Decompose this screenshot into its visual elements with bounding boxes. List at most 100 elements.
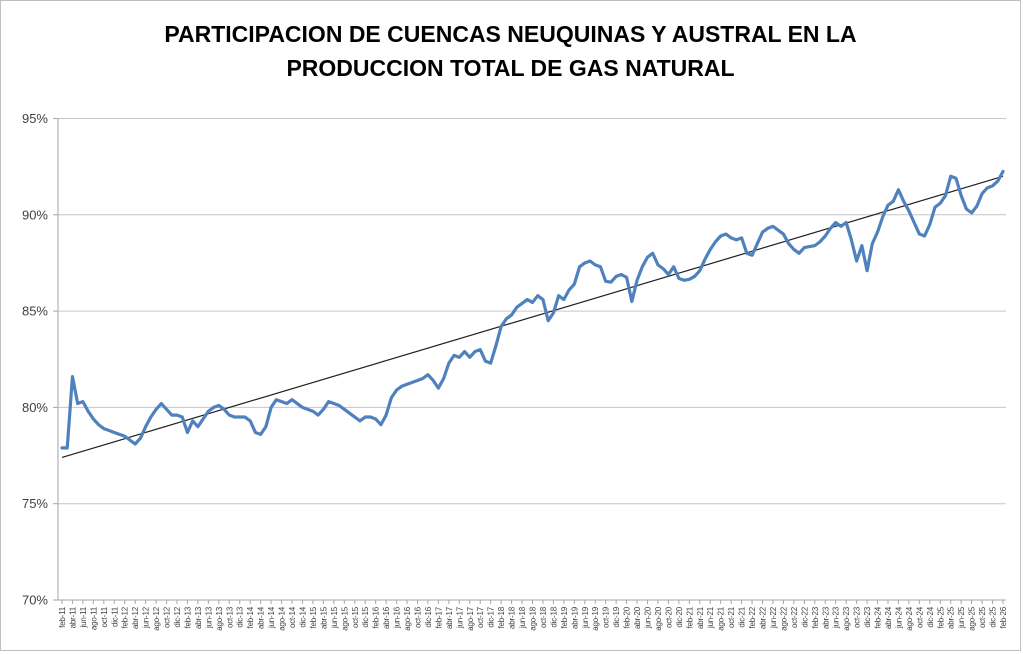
x-tick-label: ago-16 [403, 606, 412, 630]
x-tick-label: abr-24 [884, 606, 893, 629]
y-tick-label: 75% [22, 496, 48, 511]
x-tick-label: abr-16 [382, 606, 391, 629]
x-tick-label: oct-24 [915, 606, 924, 628]
x-tick-label: ago-24 [905, 606, 914, 630]
x-tick-label: dic-18 [549, 606, 558, 627]
x-tick-label: jun-25 [957, 606, 966, 629]
x-tick-label: dic-19 [612, 606, 621, 627]
x-tick-label: abr-23 [821, 606, 830, 629]
y-tick-label: 70% [22, 593, 48, 608]
x-tick-label: oct-25 [978, 606, 987, 628]
x-tick-label: oct-14 [288, 606, 297, 628]
x-tick-label: abr-14 [257, 606, 266, 629]
x-tick-label: abr-13 [194, 606, 203, 629]
x-tick-label: dic-21 [738, 606, 747, 627]
x-tick-label: oct-11 [100, 606, 109, 627]
x-tick-label: dic-17 [487, 606, 496, 627]
x-tick-label: oct-12 [163, 606, 172, 628]
x-tick-label: jun-14 [267, 606, 276, 629]
x-tick-label: abr-12 [131, 606, 140, 629]
x-tick-label: ago-17 [466, 606, 475, 630]
y-tick-label: 95% [22, 111, 48, 126]
x-tick-label: feb-23 [811, 606, 820, 628]
axes [53, 118, 1006, 604]
x-tick-label: jun-24 [894, 606, 903, 629]
x-tick-label: ago-15 [340, 606, 349, 630]
x-tick-label: dic-23 [863, 606, 872, 627]
x-tick-label: dic-11 [110, 606, 119, 627]
x-axis-tick-labels: feb-11 abr-11 jun-11 ago-11 oct-11 dic-11 feb-… [58, 606, 1008, 630]
x-tick-label: ago-25 [968, 606, 977, 630]
x-tick-label: dic-25 [989, 606, 998, 627]
x-tick-label: jun-21 [706, 606, 715, 629]
data-series-line [60, 169, 1005, 450]
x-tick-label: feb-14 [246, 606, 255, 628]
x-tick-label: jun-11 [79, 606, 88, 628]
x-tick-label: abr-18 [508, 606, 517, 629]
y-axis-tick-labels: 70% 75% 80% 85% 90% 95% [22, 111, 48, 608]
x-tick-label: abr-19 [570, 606, 579, 629]
trend-line [61, 175, 1004, 459]
x-tick-label: dic-22 [800, 606, 809, 627]
x-tick-label: feb-11 [58, 606, 67, 628]
x-tick-label: dic-15 [361, 606, 370, 627]
y-tick-label: 90% [22, 207, 48, 222]
x-tick-label: ago-18 [529, 606, 538, 630]
x-tick-label: oct-22 [790, 606, 799, 628]
x-tick-label: jun-19 [581, 606, 590, 629]
x-tick-label: abr-17 [445, 606, 454, 629]
x-tick-label: oct-13 [225, 606, 234, 628]
x-tick-label: oct-20 [664, 606, 673, 628]
x-tick-label: ago-20 [654, 606, 663, 630]
x-tick-label: oct-23 [853, 606, 862, 628]
x-tick-label: ago-13 [215, 606, 224, 630]
x-tick-label: oct-19 [602, 606, 611, 628]
x-tick-label: feb-26 [999, 606, 1008, 628]
x-tick-label: dic-20 [675, 606, 684, 627]
y-tick-label: 85% [22, 304, 48, 319]
x-tick-label: abr-22 [759, 606, 768, 629]
x-tick-label: jun-12 [142, 606, 151, 629]
x-tick-label: dic-24 [926, 606, 935, 627]
gridlines [58, 118, 1006, 505]
x-tick-label: abr-25 [947, 606, 956, 629]
x-tick-label: jun-23 [832, 606, 841, 629]
x-tick-label: feb-20 [623, 606, 632, 628]
x-tick-label: feb-17 [434, 606, 443, 628]
x-tick-label: jun-16 [393, 606, 402, 629]
x-tick-label: oct-16 [413, 606, 422, 628]
x-tick-label: jun-13 [204, 606, 213, 629]
x-tick-label: ago-19 [591, 606, 600, 630]
x-tick-label: feb-24 [874, 606, 883, 628]
x-tick-label: jun-15 [330, 606, 339, 629]
x-tick-label: oct-17 [476, 606, 485, 628]
x-tick-label: jun-17 [455, 606, 464, 629]
x-tick-label: jun-20 [644, 606, 653, 629]
x-tick-label: dic-13 [236, 606, 245, 627]
x-tick-label: ago-21 [717, 606, 726, 630]
x-tick-label: feb-18 [497, 606, 506, 628]
y-tick-label: 80% [22, 400, 48, 415]
x-tick-label: ago-11 [89, 606, 98, 630]
chart-title-line1: PARTICIPACION DE CUENCAS NEUQUINAS Y AUS… [164, 21, 857, 47]
x-tick-label: ago-22 [779, 606, 788, 630]
x-tick-label: jun-22 [769, 606, 778, 629]
x-tick-label: feb-25 [936, 606, 945, 628]
x-tick-label: ago-23 [842, 606, 851, 630]
chart-title-line2: PRODUCCION TOTAL DE GAS NATURAL [286, 55, 735, 81]
x-tick-label: abr-20 [633, 606, 642, 629]
x-tick-label: abr-15 [319, 606, 328, 629]
x-tick-label: feb-16 [372, 606, 381, 628]
x-tick-label: oct-21 [727, 606, 736, 628]
x-tick-label: dic-14 [298, 606, 307, 627]
x-tick-label: abr-21 [696, 606, 705, 629]
x-tick-label: ago-14 [278, 606, 287, 630]
x-tick-label: jun-18 [518, 606, 527, 629]
x-tick-label: dic-16 [424, 606, 433, 627]
x-tick-label: feb-21 [685, 606, 694, 628]
x-tick-label: feb-22 [748, 606, 757, 628]
x-tick-label: feb-12 [121, 606, 130, 628]
x-tick-label: feb-13 [183, 606, 192, 628]
x-tick-label: dic-12 [173, 606, 182, 627]
